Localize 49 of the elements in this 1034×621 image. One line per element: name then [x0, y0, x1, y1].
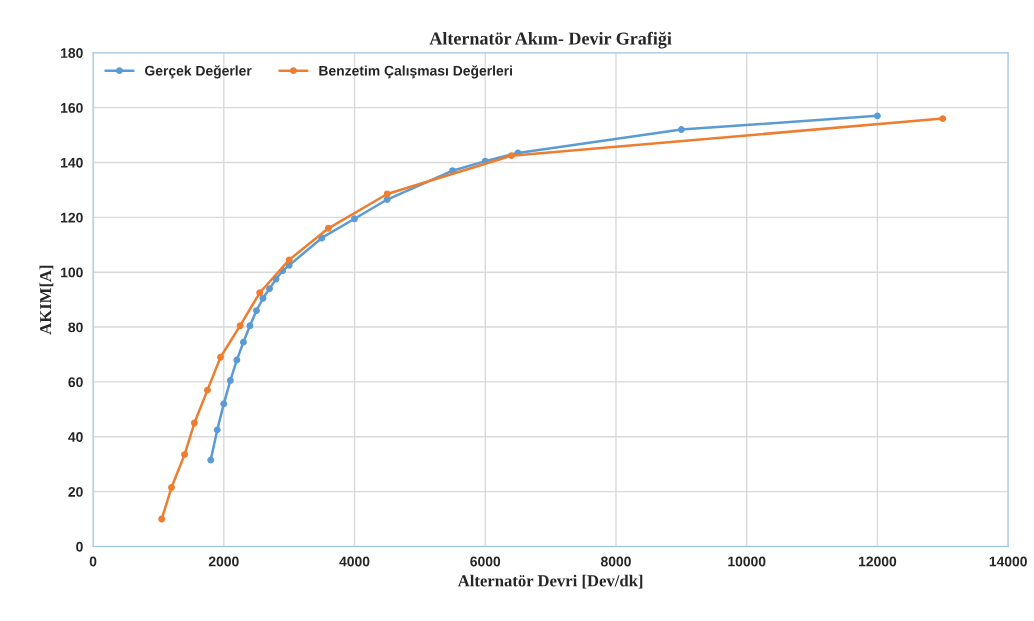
point [158, 515, 166, 523]
x-tick-label: 4000 [339, 556, 370, 567]
point [236, 322, 244, 330]
point [256, 289, 264, 297]
point [239, 338, 247, 346]
y-tick-label: 100 [61, 267, 83, 278]
x-axis-title: Alternatör Devri [Dev/dk] [457, 574, 643, 589]
x-tick-label: 14000 [989, 556, 1027, 567]
point [873, 112, 881, 120]
point [168, 484, 175, 491]
point [351, 215, 358, 223]
point [203, 386, 211, 394]
point [677, 126, 685, 134]
point [181, 451, 189, 459]
point [383, 190, 391, 198]
point [246, 322, 254, 330]
point [190, 419, 198, 427]
y-axis-title: AKIM[A] [39, 265, 54, 335]
point [233, 356, 241, 364]
chart-title: Alternatör Akım- Devir Grafiği [429, 31, 672, 49]
legend-label: Benzetim Çalışması Değerleri [319, 65, 512, 79]
x-tick-label: 8000 [600, 556, 631, 567]
point [266, 285, 274, 293]
x-tick-label: 6000 [470, 556, 501, 567]
y-tick-label: 160 [61, 102, 83, 113]
point [253, 307, 260, 315]
x-tick-label: 2000 [208, 556, 239, 567]
y-tick-label: 180 [61, 48, 83, 58]
legend-label: Gerçek Değerler [145, 65, 252, 79]
point [220, 400, 228, 408]
point [324, 224, 332, 232]
x-tick-label: 12000 [858, 556, 897, 567]
point [285, 256, 293, 264]
y-tick-label: 20 [68, 486, 83, 497]
y-tick-label: 60 [68, 377, 83, 388]
point [259, 294, 267, 302]
point [207, 456, 215, 464]
point [213, 426, 221, 434]
point [217, 353, 224, 361]
y-tick-label: 0 [76, 541, 83, 552]
point [507, 152, 515, 160]
y-tick-label: 140 [61, 157, 83, 168]
point [226, 377, 234, 385]
x-tick-label: 0 [89, 556, 97, 567]
y-tick-label: 120 [61, 212, 83, 223]
y-tick-label: 80 [68, 322, 83, 333]
point [939, 115, 947, 123]
x-tick-label: 10000 [728, 556, 766, 567]
y-tick-label: 40 [68, 432, 83, 442]
